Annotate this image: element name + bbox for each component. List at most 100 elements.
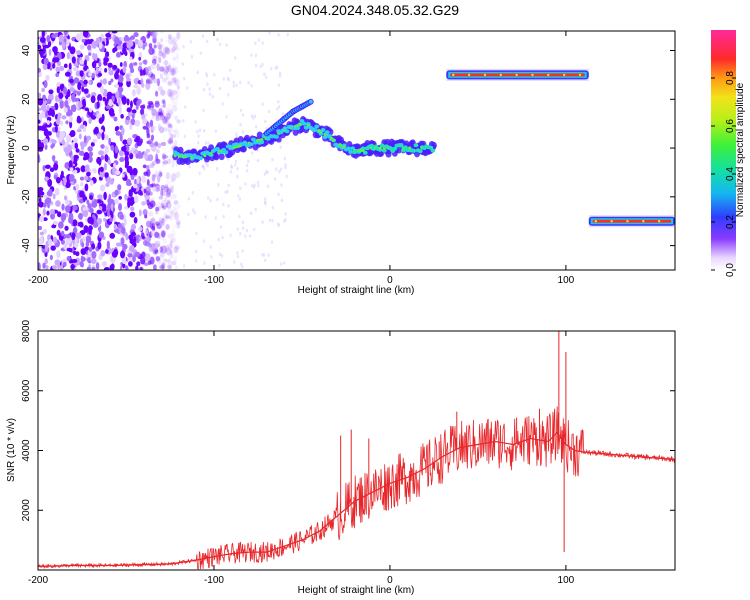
- noise-blob: [166, 188, 171, 197]
- faint-blob: [227, 93, 230, 97]
- noise-blob: [73, 62, 79, 67]
- faint-blob: [206, 163, 209, 168]
- noise-blob: [170, 186, 174, 194]
- noise-blob: [118, 195, 122, 200]
- noise-blob: [132, 255, 136, 263]
- ridge-core: [282, 126, 288, 131]
- noise-blob: [176, 131, 180, 138]
- noise-blob: [140, 108, 145, 116]
- faint-blob: [199, 51, 203, 55]
- noise-blob: [79, 124, 85, 129]
- ridge-halo: [240, 145, 247, 153]
- noise-blob: [104, 154, 109, 162]
- faint-blob: [280, 183, 283, 187]
- noise-blob: [150, 230, 155, 237]
- snr-x-label: Height of straight line (km): [298, 585, 415, 596]
- noise-blob: [75, 49, 81, 56]
- noise-blob: [147, 31, 151, 37]
- noise-blob: [137, 39, 144, 48]
- faint-blob: [241, 249, 244, 253]
- noise-blob: [98, 150, 104, 156]
- noise-blob: [126, 137, 133, 146]
- noise-blob: [110, 78, 114, 83]
- noise-blob: [161, 217, 165, 226]
- noise-blob: [160, 245, 167, 254]
- noise-blob: [59, 65, 65, 72]
- noise-blob: [163, 71, 168, 76]
- noise-blob: [170, 69, 176, 77]
- noise-blob: [161, 77, 168, 83]
- noise-blob: [126, 107, 132, 113]
- noise-blob: [159, 126, 165, 134]
- faint-blob: [182, 118, 185, 123]
- spectrogram-x-tick-label: -200: [28, 275, 48, 286]
- noise-blob: [171, 77, 177, 84]
- noise-blob: [155, 255, 161, 262]
- noise-blob: [165, 113, 171, 120]
- noise-blob: [62, 261, 67, 268]
- spectrogram-x-label: Height of straight line (km): [298, 285, 415, 296]
- faint-blob: [256, 158, 260, 163]
- noise-blob: [124, 218, 127, 226]
- noise-blob: [89, 217, 94, 225]
- noise-blob: [38, 236, 44, 245]
- faint-blob: [218, 42, 222, 47]
- ridge-core: [242, 140, 248, 145]
- noise-blob: [133, 62, 138, 66]
- noise-blob: [136, 99, 141, 107]
- faint-blob: [278, 169, 281, 174]
- faint-blob: [279, 167, 283, 172]
- faint-blob: [257, 38, 261, 42]
- faint-blob: [215, 167, 219, 171]
- noise-blob: [63, 195, 68, 201]
- noise-blob: [154, 100, 160, 105]
- ridge-core: [259, 140, 265, 145]
- tone-dot: [562, 73, 566, 77]
- noise-blob: [167, 34, 173, 40]
- noise-blob: [169, 132, 173, 140]
- noise-blob: [176, 119, 181, 124]
- noise-blob: [167, 64, 172, 73]
- noise-blob: [165, 172, 171, 180]
- noise-blob: [38, 44, 42, 50]
- noise-blob: [91, 73, 96, 78]
- noise-blob: [161, 263, 166, 270]
- colorbar-tick-label: 0.0: [725, 263, 736, 277]
- noise-blob: [96, 209, 101, 215]
- noise-blob: [172, 81, 179, 86]
- noise-blob: [138, 236, 142, 241]
- ridge-core: [248, 142, 254, 147]
- ridge-core: [301, 121, 307, 126]
- noise-blob: [152, 264, 157, 270]
- noise-blob: [151, 35, 157, 44]
- noise-blob: [107, 209, 111, 218]
- faint-blob: [204, 215, 207, 219]
- noise-blob: [106, 240, 110, 249]
- faint-blob: [234, 159, 238, 164]
- faint-blob: [277, 192, 280, 197]
- noise-blob: [71, 105, 75, 112]
- noise-blob: [98, 231, 105, 239]
- faint-blob: [206, 82, 209, 87]
- faint-blob: [244, 234, 247, 239]
- noise-blob: [65, 111, 72, 117]
- noise-blob: [72, 66, 79, 72]
- noise-blob: [150, 77, 155, 82]
- noise-blob: [169, 249, 173, 255]
- noise-blob: [42, 138, 49, 144]
- noise-blob: [136, 176, 140, 184]
- noise-blob: [173, 200, 179, 205]
- noise-blob: [162, 68, 166, 73]
- noise-blob: [56, 229, 61, 236]
- noise-blob: [163, 46, 169, 54]
- noise-blob: [138, 56, 142, 61]
- noise-blob: [157, 111, 164, 117]
- noise-blob: [112, 64, 118, 70]
- faint-blob: [203, 261, 206, 266]
- faint-blob: [264, 119, 267, 124]
- faint-blob: [217, 183, 220, 187]
- noise-blob: [161, 230, 166, 238]
- noise-blob: [76, 128, 82, 133]
- noise-blob: [88, 52, 92, 56]
- noise-blob: [174, 256, 178, 262]
